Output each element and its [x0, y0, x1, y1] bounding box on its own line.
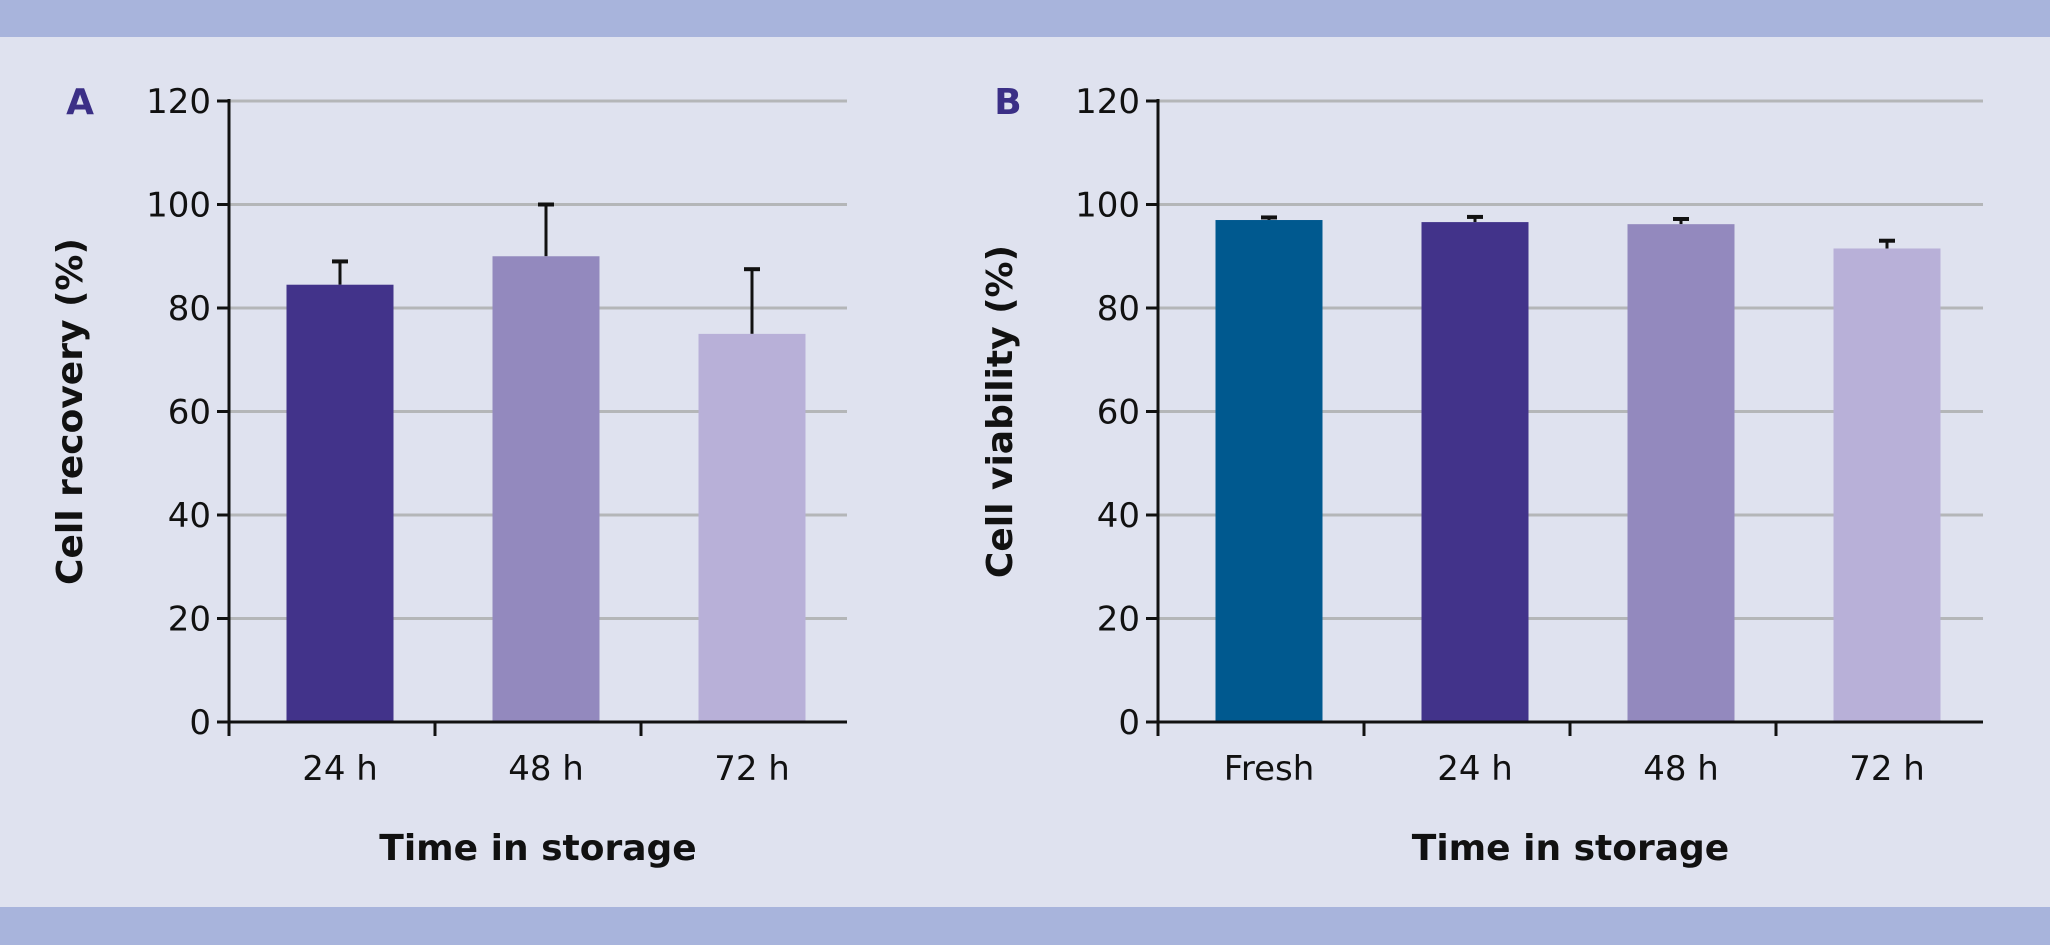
y-tick-label: 120 [146, 82, 211, 122]
bar-24-h [286, 284, 394, 722]
panel-label: A [66, 82, 94, 123]
x-tick-label: 48 h [508, 749, 584, 789]
x-axis-title: Time in storage [1412, 828, 1729, 869]
x-tick-label: 24 h [302, 749, 378, 789]
y-tick-label: 60 [168, 393, 211, 433]
x-tick-label: 48 h [1643, 749, 1719, 789]
y-tick-label: 100 [146, 186, 211, 226]
y-tick-label: 0 [189, 703, 211, 743]
y-tick-label: 0 [1118, 703, 1140, 743]
bar-24-h [1421, 222, 1529, 722]
bar-72-h [1833, 248, 1941, 723]
y-tick-label: 20 [168, 600, 211, 640]
bar-48-h [1627, 224, 1735, 723]
y-tick-label: 100 [1075, 186, 1140, 226]
bar-48-h [492, 256, 600, 722]
x-tick-label: 72 h [714, 749, 790, 789]
chart-a: 0 20 40 60 80 100 120 24 h 48 h 72 h A Time in stor… [50, 82, 847, 869]
x-axis-title: Time in storage [379, 828, 696, 869]
top-band [0, 0, 2050, 37]
x-tick-label: 72 h [1849, 749, 1925, 789]
y-tick-label: 60 [1097, 393, 1140, 433]
y-tick-label: 80 [1097, 289, 1140, 329]
y-tick-label: 80 [168, 289, 211, 329]
y-tick-label: 120 [1075, 82, 1140, 122]
y-tick-label: 40 [1097, 496, 1140, 536]
chart-b: 0 20 40 60 80 100 120 Fresh 24 h 48 h 72 h B Time in… [980, 82, 1983, 869]
x-tick-label: Fresh [1224, 749, 1315, 789]
y-tick-label: 20 [1097, 600, 1140, 640]
bottom-band [0, 907, 2050, 945]
bar-72-h [698, 333, 806, 722]
y-axis-title: Cell recovery (%) [50, 238, 91, 585]
panel-label: B [994, 82, 1021, 123]
x-tick-label: 24 h [1437, 749, 1513, 789]
y-axis-title: Cell viability (%) [980, 245, 1021, 578]
bar-fresh [1215, 220, 1323, 722]
y-tick-label: 40 [168, 496, 211, 536]
